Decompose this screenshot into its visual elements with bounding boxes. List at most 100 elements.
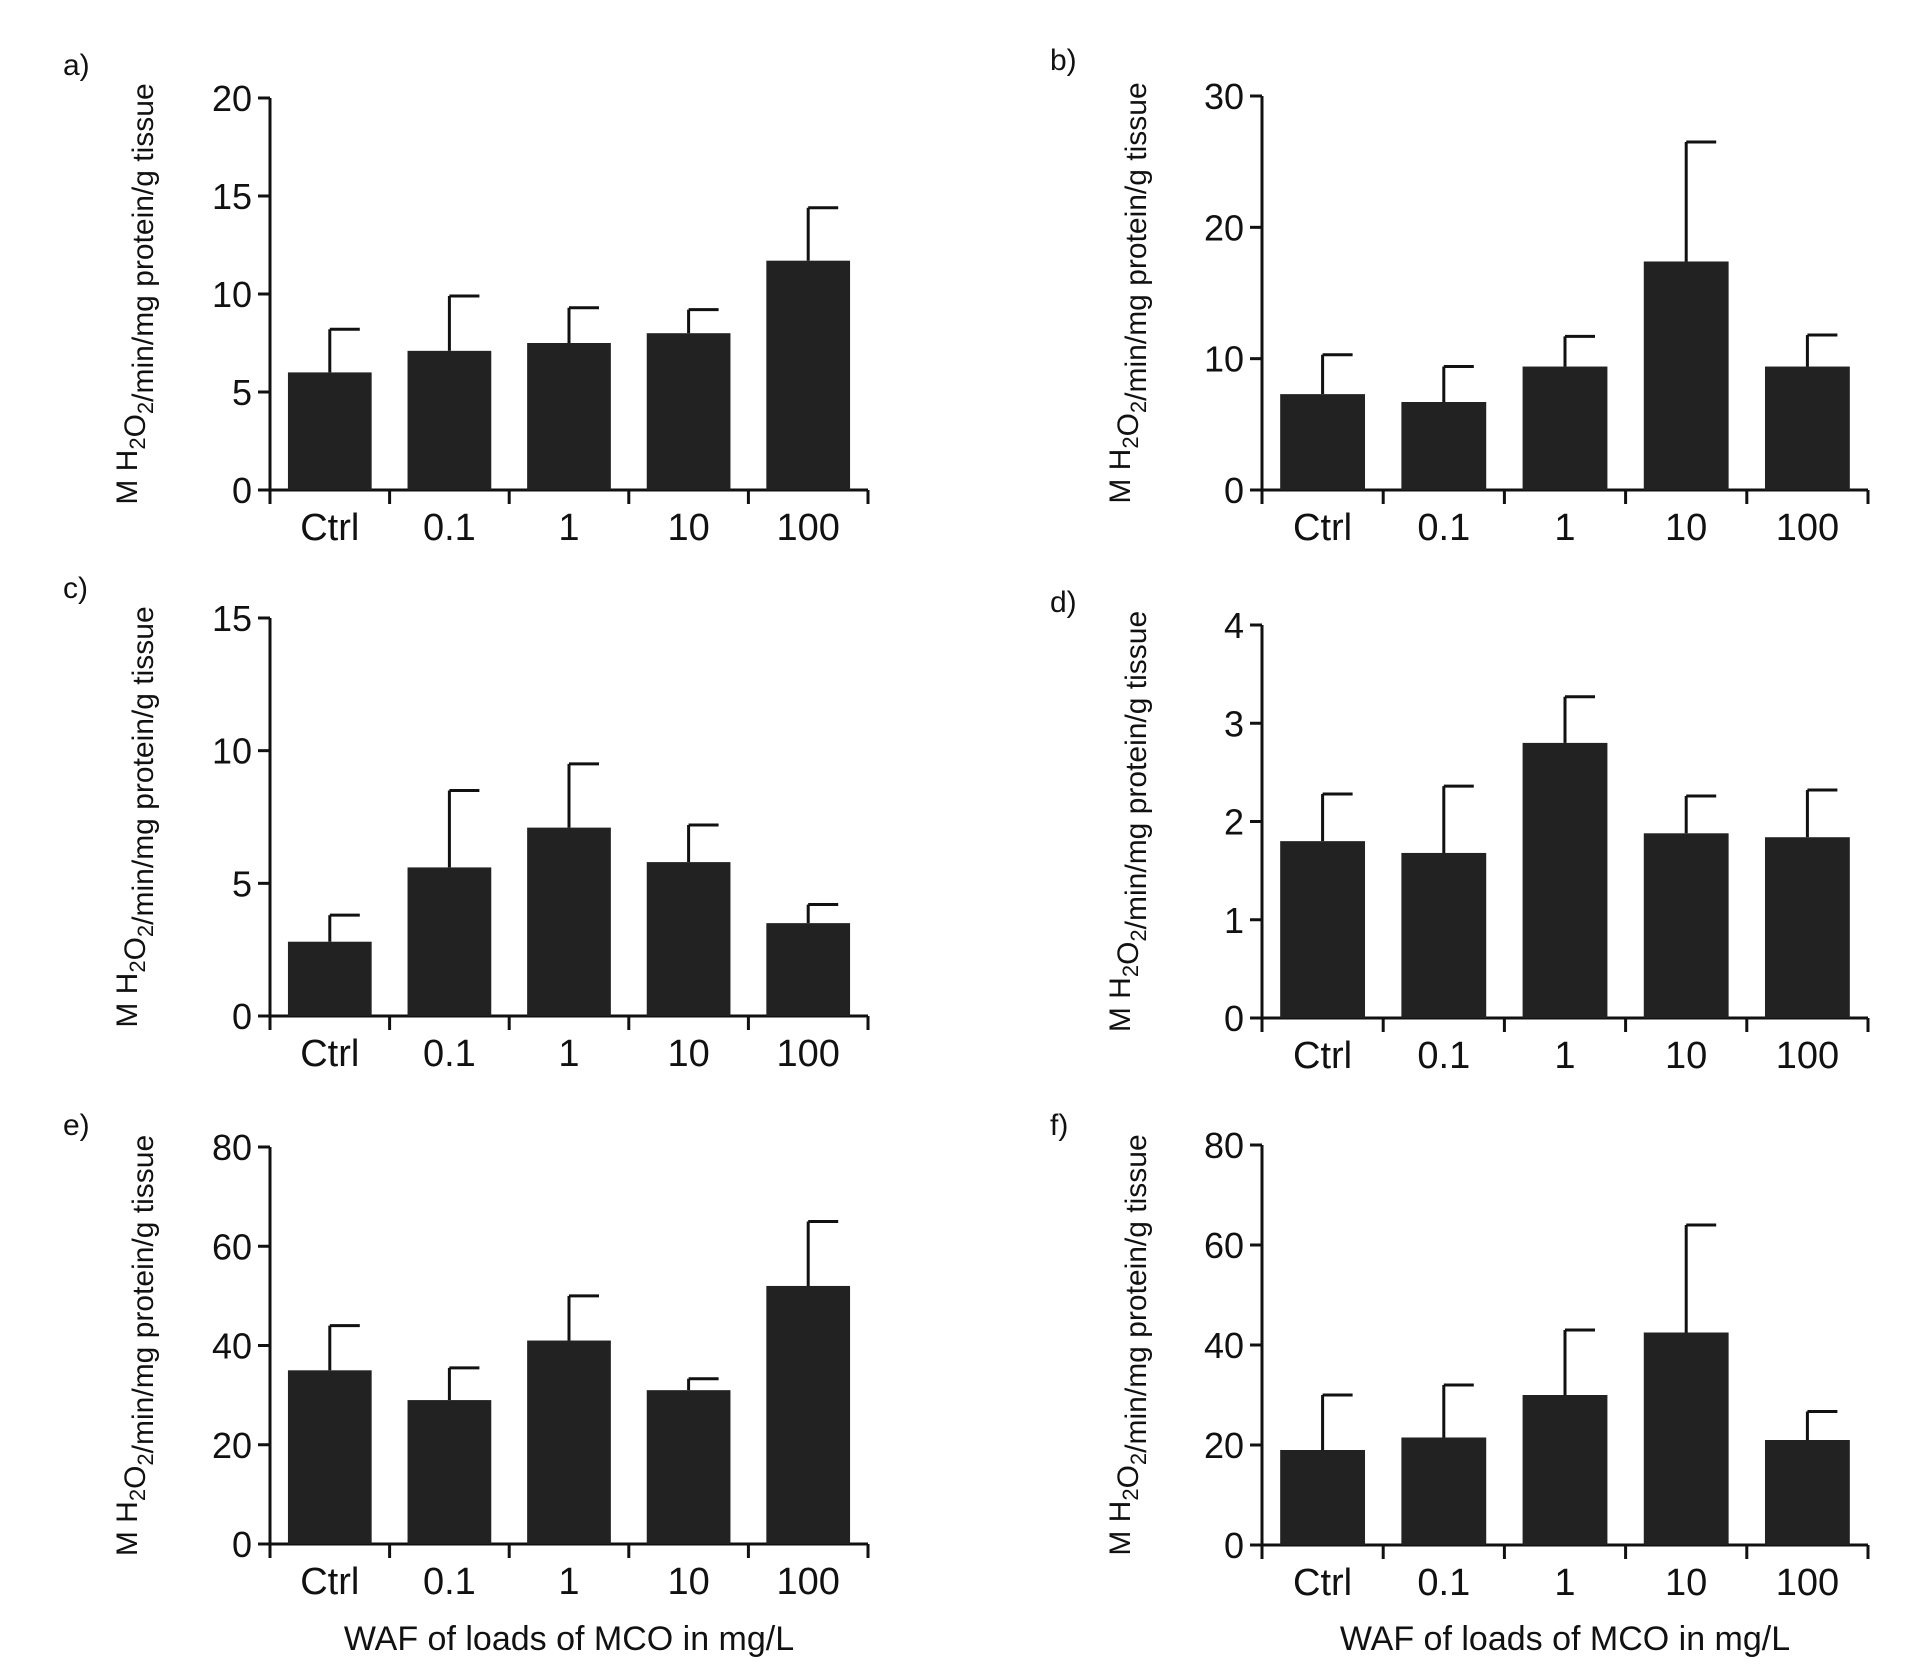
y-tick-label: 0 xyxy=(1224,470,1244,511)
x-axis-title: WAF of loads of MCO in mg/L xyxy=(344,1620,794,1658)
bar-Ctrl xyxy=(287,372,372,490)
x-tick-label: 0.1 xyxy=(423,1561,476,1603)
bar-0.1 xyxy=(1401,852,1487,1018)
bar-10 xyxy=(646,862,731,1016)
y-tick-label: 1 xyxy=(1224,900,1244,941)
bar-0.1 xyxy=(407,1400,492,1544)
bar-1 xyxy=(527,343,611,490)
x-tick-label: 100 xyxy=(776,507,839,549)
y-axis-title: M H2O2/min/mg protein/g tissue xyxy=(1104,1134,1153,1555)
bar-0.1 xyxy=(407,350,492,490)
x-tick-label: 10 xyxy=(667,1033,709,1075)
x-tick-label: 1 xyxy=(558,1561,579,1603)
x-tick-label: 1 xyxy=(1554,507,1575,549)
x-tick-label: 0.1 xyxy=(423,1033,476,1075)
bar-100 xyxy=(766,1285,851,1544)
chart-panel-b: b) 0 10 20 30 Ctrl 0.1 1 10 100 M H2O2/min/mg prot… xyxy=(1050,44,1870,549)
y-tick-label: 20 xyxy=(1204,1425,1244,1466)
y-tick-label: 0 xyxy=(1224,1525,1244,1566)
y-axis-title: M H2O2/min/mg protein/g tissue xyxy=(1104,82,1153,503)
x-tick-label: Ctrl xyxy=(1293,507,1352,549)
y-axis-title: M H2O2/min/mg protein/g tissue xyxy=(1104,611,1153,1032)
x-tick-label: Ctrl xyxy=(1293,1035,1352,1077)
bar-Ctrl xyxy=(1280,1450,1366,1545)
y-tick-label: 20 xyxy=(1204,207,1244,248)
y-tick-label: 80 xyxy=(212,1127,252,1168)
y-axis-title: M H2O2/min/mg protein/g tissue xyxy=(111,83,160,504)
bar-1 xyxy=(527,827,611,1016)
bar-1 xyxy=(527,1340,611,1544)
bar-10 xyxy=(1643,261,1729,490)
bar-1 xyxy=(1522,1395,1608,1545)
x-tick-label: 10 xyxy=(1665,1035,1707,1077)
x-tick-label: 0.1 xyxy=(1417,507,1470,549)
bar-10 xyxy=(646,333,731,490)
x-tick-label: 10 xyxy=(1665,507,1707,549)
y-tick-label: 0 xyxy=(232,996,252,1037)
x-tick-label: 100 xyxy=(1776,1562,1839,1604)
bar-10 xyxy=(1643,833,1729,1018)
panel-label: c) xyxy=(63,572,88,605)
x-tick-label: 10 xyxy=(667,1561,709,1603)
y-tick-label: 30 xyxy=(1204,76,1244,117)
y-tick-label: 0 xyxy=(232,470,252,511)
bar-0.1 xyxy=(1401,1437,1487,1545)
x-tick-label: Ctrl xyxy=(300,1561,359,1603)
x-tick-label: 100 xyxy=(776,1033,839,1075)
y-tick-label: 10 xyxy=(212,731,252,772)
y-tick-label: 0 xyxy=(1224,998,1244,1039)
y-tick-label: 20 xyxy=(212,78,252,119)
panel-label: a) xyxy=(63,49,90,82)
panel-label: f) xyxy=(1050,1109,1068,1142)
x-tick-label: 10 xyxy=(1665,1562,1707,1604)
chart-panel-a: a) 0 5 10 15 20 Ctrl 0.1 1 10 100 M H2O2/min/mg pro… xyxy=(63,49,870,549)
bar-100 xyxy=(1764,366,1850,490)
chart-panel-d: d) 0 1 2 3 4 Ctrl 0.1 1 10 100 M H2O2/min/mg protei… xyxy=(1050,586,1870,1077)
x-tick-label: 10 xyxy=(667,507,709,549)
bar-100 xyxy=(766,923,851,1016)
chart-panel-e: e) 0 20 40 60 80 Ctrl 0.1 1 10 100 M H2O2/min/mg pr… xyxy=(63,1109,870,1658)
y-tick-label: 15 xyxy=(212,176,252,217)
y-tick-label: 15 xyxy=(212,598,252,639)
x-tick-label: 1 xyxy=(558,507,579,549)
bar-Ctrl xyxy=(1280,394,1366,490)
bar-10 xyxy=(1643,1332,1729,1545)
bar-1 xyxy=(1522,742,1608,1018)
panel-label: b) xyxy=(1050,44,1077,77)
y-tick-label: 60 xyxy=(212,1226,252,1267)
bar-Ctrl xyxy=(287,941,372,1016)
x-tick-label: 0.1 xyxy=(1417,1562,1470,1604)
x-tick-label: Ctrl xyxy=(300,1033,359,1075)
chart-panel-f: f) 0 20 40 60 80 Ctrl 0.1 1 10 100 M H2O2/min/mg pr… xyxy=(1050,1109,1870,1658)
x-tick-label: 100 xyxy=(776,1561,839,1603)
chart-panel-c: c) 0 5 10 15 Ctrl 0.1 1 10 100 M H2O2/min/mg prote… xyxy=(63,572,870,1075)
x-tick-label: 100 xyxy=(1776,507,1839,549)
y-tick-label: 40 xyxy=(212,1326,252,1367)
panel-label: d) xyxy=(1050,586,1077,619)
y-axis-title: M H2O2/min/mg protein/g tissue xyxy=(111,1135,160,1556)
panel-label: e) xyxy=(63,1109,90,1142)
bar-100 xyxy=(1764,1440,1850,1545)
x-axis-title: WAF of loads of MCO in mg/L xyxy=(1340,1620,1790,1658)
x-tick-label: 0.1 xyxy=(423,507,476,549)
x-tick-label: Ctrl xyxy=(1293,1562,1352,1604)
y-tick-label: 5 xyxy=(232,863,252,904)
x-tick-label: 1 xyxy=(558,1033,579,1075)
y-tick-label: 4 xyxy=(1224,605,1244,646)
y-tick-label: 60 xyxy=(1204,1225,1244,1266)
y-tick-label: 10 xyxy=(1204,339,1244,380)
x-tick-label: 0.1 xyxy=(1417,1035,1470,1077)
x-tick-label: 1 xyxy=(1554,1562,1575,1604)
x-tick-label: 1 xyxy=(1554,1035,1575,1077)
bar-0.1 xyxy=(407,867,492,1016)
bar-Ctrl xyxy=(287,1370,372,1544)
bar-1 xyxy=(1522,366,1608,490)
x-tick-label: 100 xyxy=(1776,1035,1839,1077)
y-tick-label: 40 xyxy=(1204,1325,1244,1366)
y-tick-label: 0 xyxy=(232,1524,252,1565)
bar-10 xyxy=(646,1390,731,1544)
y-tick-label: 20 xyxy=(212,1425,252,1466)
y-tick-label: 10 xyxy=(212,274,252,315)
bar-100 xyxy=(1764,837,1850,1018)
